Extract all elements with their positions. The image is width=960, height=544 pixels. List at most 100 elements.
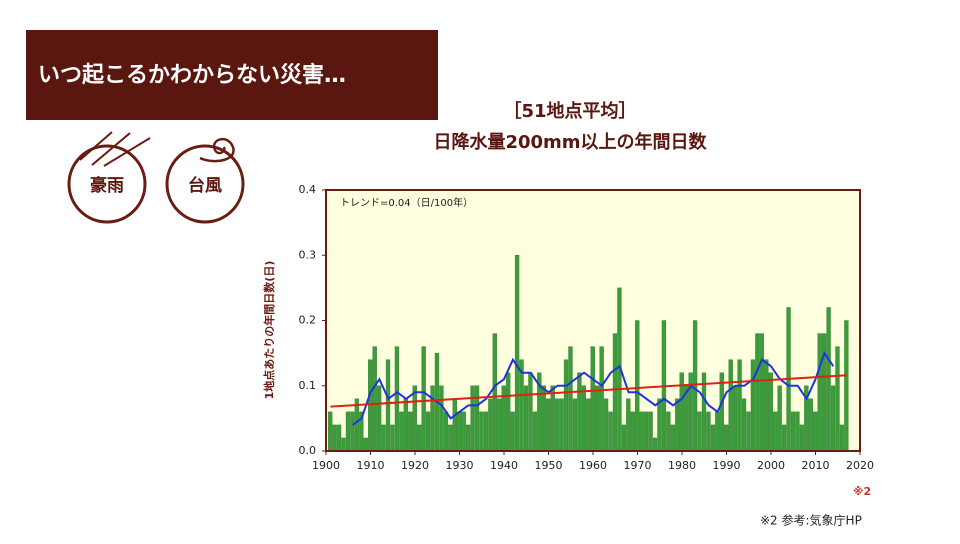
bar [626,398,631,452]
bar [563,359,569,452]
bar [336,424,342,452]
x-tick-label: 1900 [312,459,340,472]
bar [363,437,368,452]
bar [795,411,800,452]
bar [385,359,391,452]
bar [590,346,595,452]
y-tick-label: 0.4 [299,183,317,196]
y-tick-label: 0.1 [299,379,317,392]
bar [777,385,782,452]
bar [732,385,738,452]
bar [403,398,408,452]
bar [612,333,618,452]
bar [630,411,635,452]
x-tick-label: 1910 [357,459,385,472]
bar [692,320,698,452]
bar [559,398,564,452]
chart-note: ※2 [853,485,871,498]
bar [773,411,778,452]
bar [675,398,680,452]
bar [461,411,466,452]
x-tick-label: 2020 [846,459,874,472]
bar [577,372,582,452]
bar [546,398,551,452]
bar [448,424,453,452]
bar [728,359,733,452]
bar [328,411,333,452]
bar [635,320,640,452]
x-tick-label: 1930 [446,459,474,472]
plot [328,255,849,452]
x-tick-label: 2000 [757,459,785,472]
x-tick-label: 1970 [624,459,652,472]
bar [492,333,497,452]
bar [497,398,502,452]
bar [350,411,355,452]
bar [643,411,649,452]
bar [412,385,417,452]
bar [581,385,586,452]
bar [755,333,760,452]
bar [813,411,818,452]
bar [376,385,382,452]
bar [790,411,796,452]
bar [737,359,742,452]
bar [639,411,644,452]
bar [710,424,716,452]
icon-label: 台風 [188,175,222,196]
bar [506,372,511,452]
bar [465,424,471,452]
bar [759,333,764,452]
bar [541,385,546,452]
bar [417,424,422,452]
bar [381,424,386,452]
bar [510,411,515,452]
x-tick-label: 2010 [802,459,830,472]
typhoon-swirl [199,137,235,163]
bar [830,385,836,452]
bar [550,385,555,452]
bar [808,398,813,452]
bar [514,255,520,452]
bar [457,411,462,452]
bar [603,398,609,452]
bar [554,398,560,452]
x-tick-label: 1980 [668,459,696,472]
bar [408,411,413,452]
bar [532,411,538,452]
x-tick-label: 1920 [401,459,429,472]
x-tick-label: 1960 [579,459,607,472]
bar [425,411,431,452]
bar [706,411,711,452]
bar [474,385,480,452]
bar [670,424,675,452]
bar [488,398,493,452]
bar [826,307,831,452]
chart-subtitle: 日降水量200mm以上の年間日数 [433,131,707,153]
icons [67,131,245,224]
bar [394,346,400,452]
annotation: トレンド=0.04（日/100年） [340,196,473,209]
x-tick-label: 1950 [535,459,563,472]
footnote: ※2 参考:気象庁HP [760,513,862,528]
bar [724,424,729,452]
header-title: いつ起こるかわからない災害… [38,62,346,88]
bar [657,398,662,452]
y-tick-label: 0.3 [299,248,317,261]
y-tick-label: 0.2 [299,314,317,327]
bar [452,398,457,452]
bar [372,346,377,452]
y-axis-label: 1地点あたりの年間日数(日) [262,261,276,400]
bar [479,411,484,452]
icon-circle [67,144,147,224]
bar [835,346,840,452]
bar [399,411,404,452]
bar [844,320,849,452]
x-tick-label: 1990 [713,459,741,472]
y-tick-label: 0.0 [299,444,317,457]
rain-strokes [79,131,151,167]
bar [768,372,773,452]
bar [528,372,533,452]
bar [799,424,805,452]
bar [390,424,395,452]
